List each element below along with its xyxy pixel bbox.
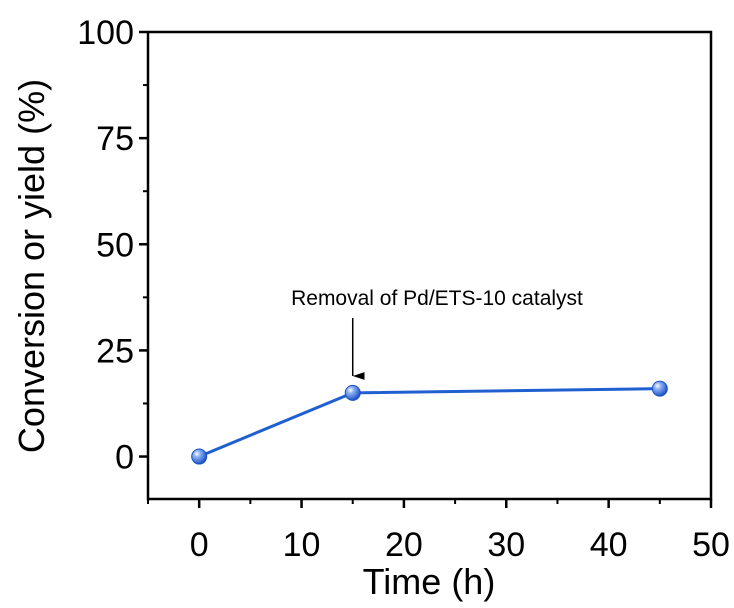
data-point [651,380,668,397]
x-tick-label: 40 [590,526,628,564]
x-axis-title: Time (h) [363,561,496,602]
annotation-text: Removal of Pd/ETS-10 catalyst [291,287,583,310]
y-tick-label: 100 [77,14,134,52]
y-tick-label: 0 [115,439,134,477]
x-tick-label: 10 [283,526,321,564]
y-tick-label: 25 [96,332,134,370]
x-tick-label: 30 [487,526,525,564]
y-tick-label: 75 [96,120,134,158]
x-tick-label: 0 [190,526,209,564]
data-point [191,448,208,465]
plot-frame [146,30,713,501]
data-point [344,384,361,401]
series-line [198,387,660,458]
x-tick-label: 20 [385,526,423,564]
x-tick-label: 50 [692,526,730,564]
y-axis-title: Conversion or yield (%) [11,79,52,453]
y-tick-label: 50 [96,226,134,264]
